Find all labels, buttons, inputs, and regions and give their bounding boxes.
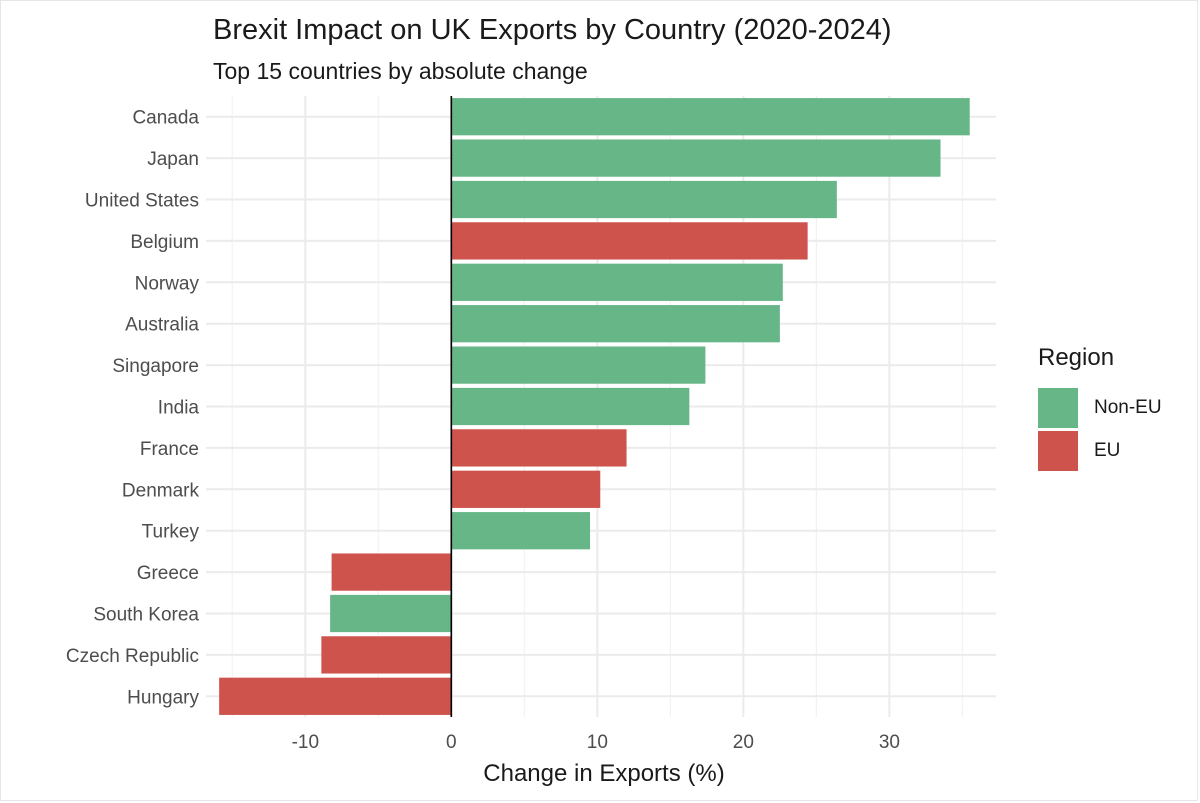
- bar-australia: [451, 305, 780, 343]
- y-tick-label: Belgium: [130, 232, 199, 253]
- legend-swatch-non-eu: [1038, 387, 1078, 428]
- bar-singapore: [451, 346, 706, 384]
- y-tick-label: Australia: [125, 315, 199, 336]
- x-tick-label: 20: [733, 732, 754, 753]
- legend-label-eu: EU: [1094, 439, 1121, 461]
- bar-greece: [331, 553, 452, 591]
- bar-united-states: [451, 180, 837, 219]
- chart-title: Brexit Impact on UK Exports by Country (…: [213, 14, 892, 46]
- x-axis-title: Change in Exports (%): [483, 760, 724, 787]
- legend-title: Region: [1038, 344, 1115, 371]
- legend-label-non-eu: Non-EU: [1094, 396, 1162, 418]
- x-tick-label: 0: [446, 732, 457, 753]
- y-tick-label: France: [140, 439, 199, 460]
- y-tick-label: South Korea: [93, 605, 199, 626]
- y-tick-label: Japan: [147, 149, 199, 170]
- bars: [219, 96, 970, 717]
- legend: Region Non-EU EU: [1038, 344, 1162, 472]
- bar-india: [451, 387, 690, 426]
- y-tick-label: Denmark: [122, 480, 200, 501]
- legend-item-eu: EU: [1038, 429, 1162, 472]
- y-tick-label: Greece: [137, 563, 199, 584]
- x-tick-label: -10: [292, 732, 319, 753]
- bar-belgium: [451, 222, 808, 260]
- bar-canada: [451, 98, 970, 136]
- x-axis-ticks: -10 0 10 20 30: [292, 732, 900, 753]
- y-axis-ticks: Canada Japan United States Belgium Norway Aus…: [66, 108, 200, 709]
- y-tick-label: Turkey: [142, 522, 200, 543]
- legend-swatch-eu: [1038, 430, 1078, 471]
- y-tick-label: Singapore: [112, 356, 199, 377]
- bar-turkey: [451, 512, 591, 550]
- y-tick-label: Czech Republic: [66, 646, 199, 667]
- y-tick-label: India: [158, 398, 200, 419]
- x-tick-label: 10: [587, 732, 608, 753]
- y-tick-label: Norway: [135, 273, 200, 294]
- y-tick-label: United States: [85, 191, 199, 212]
- y-tick-label: Hungary: [127, 687, 199, 708]
- bar-czech-republic: [321, 636, 452, 674]
- bar-hungary: [219, 677, 452, 715]
- bar-norway: [451, 263, 783, 301]
- bar-japan: [451, 139, 941, 177]
- chart-subtitle: Top 15 countries by absolute change: [213, 58, 588, 84]
- y-tick-label: Canada: [132, 108, 199, 129]
- bar-france: [451, 429, 627, 467]
- bar-denmark: [451, 470, 601, 508]
- legend-item-non-eu: Non-EU: [1038, 386, 1162, 429]
- x-tick-label: 30: [879, 732, 900, 753]
- bar-south-korea: [330, 594, 452, 633]
